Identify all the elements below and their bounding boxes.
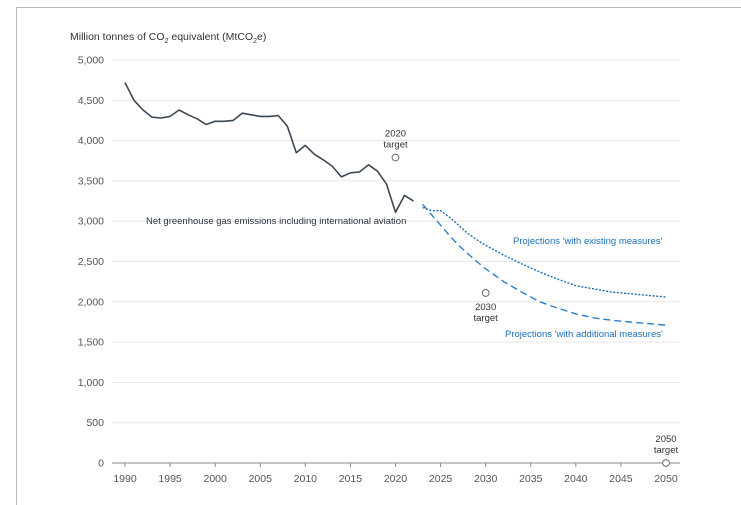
target-marker [391,153,400,162]
target-label: target [654,445,679,456]
x-tick-label: 1990 [113,473,137,485]
series-label-net-emissions: Net greenhouse gas emissions including i… [146,216,406,227]
y-tick-label: 0 [98,458,104,470]
additional-measures-projection-line [422,203,667,326]
x-tick-label: 2020 [384,473,408,485]
x-tick-label: 2045 [609,473,633,485]
net-emissions-line [124,82,414,214]
x-tick-label: 2040 [564,473,588,485]
target-label: target [474,313,499,324]
x-tick-label: 2030 [474,473,498,485]
y-tick-label: 2,500 [78,256,104,268]
y-tick-label: 4,500 [78,95,104,107]
target-label: target [383,140,408,151]
panel-border-left [16,7,17,505]
x-tick-label: 2035 [519,473,543,485]
series-label-additional-measures: Projections 'with additional measures' [505,329,663,340]
y-tick-label: 4,000 [78,135,104,147]
y-tick-label: 3,000 [78,216,104,228]
target-label: 2030 [475,302,496,313]
y-tick-label: 1,500 [78,337,104,349]
x-tick-label: 2015 [339,473,363,485]
series-label-existing-measures: Projections 'with existing measures' [513,236,663,247]
y-tick-label: 500 [86,417,104,429]
target-marker [662,459,670,467]
target-label: 2020 [385,129,406,140]
y-tick-label: 1,000 [78,377,104,389]
x-tick-label: 2025 [429,473,453,485]
y-tick-label: 5,000 [78,55,104,67]
x-tick-label: 1995 [158,473,182,485]
y-tick-label: 3,500 [78,175,104,187]
x-tick-label: 2000 [203,473,227,485]
target-label: 2050 [655,434,676,445]
existing-measures-projection-line [422,206,667,298]
x-tick-label: 2005 [249,473,273,485]
target-marker [481,289,490,297]
y-axis-label: Million tonnes of CO2 equivalent (MtCO2e… [70,31,266,45]
x-tick-label: 2010 [294,473,318,485]
panel-border-top [16,7,741,8]
y-tick-label: 2,000 [78,296,104,308]
x-tick-label: 2050 [654,473,678,485]
